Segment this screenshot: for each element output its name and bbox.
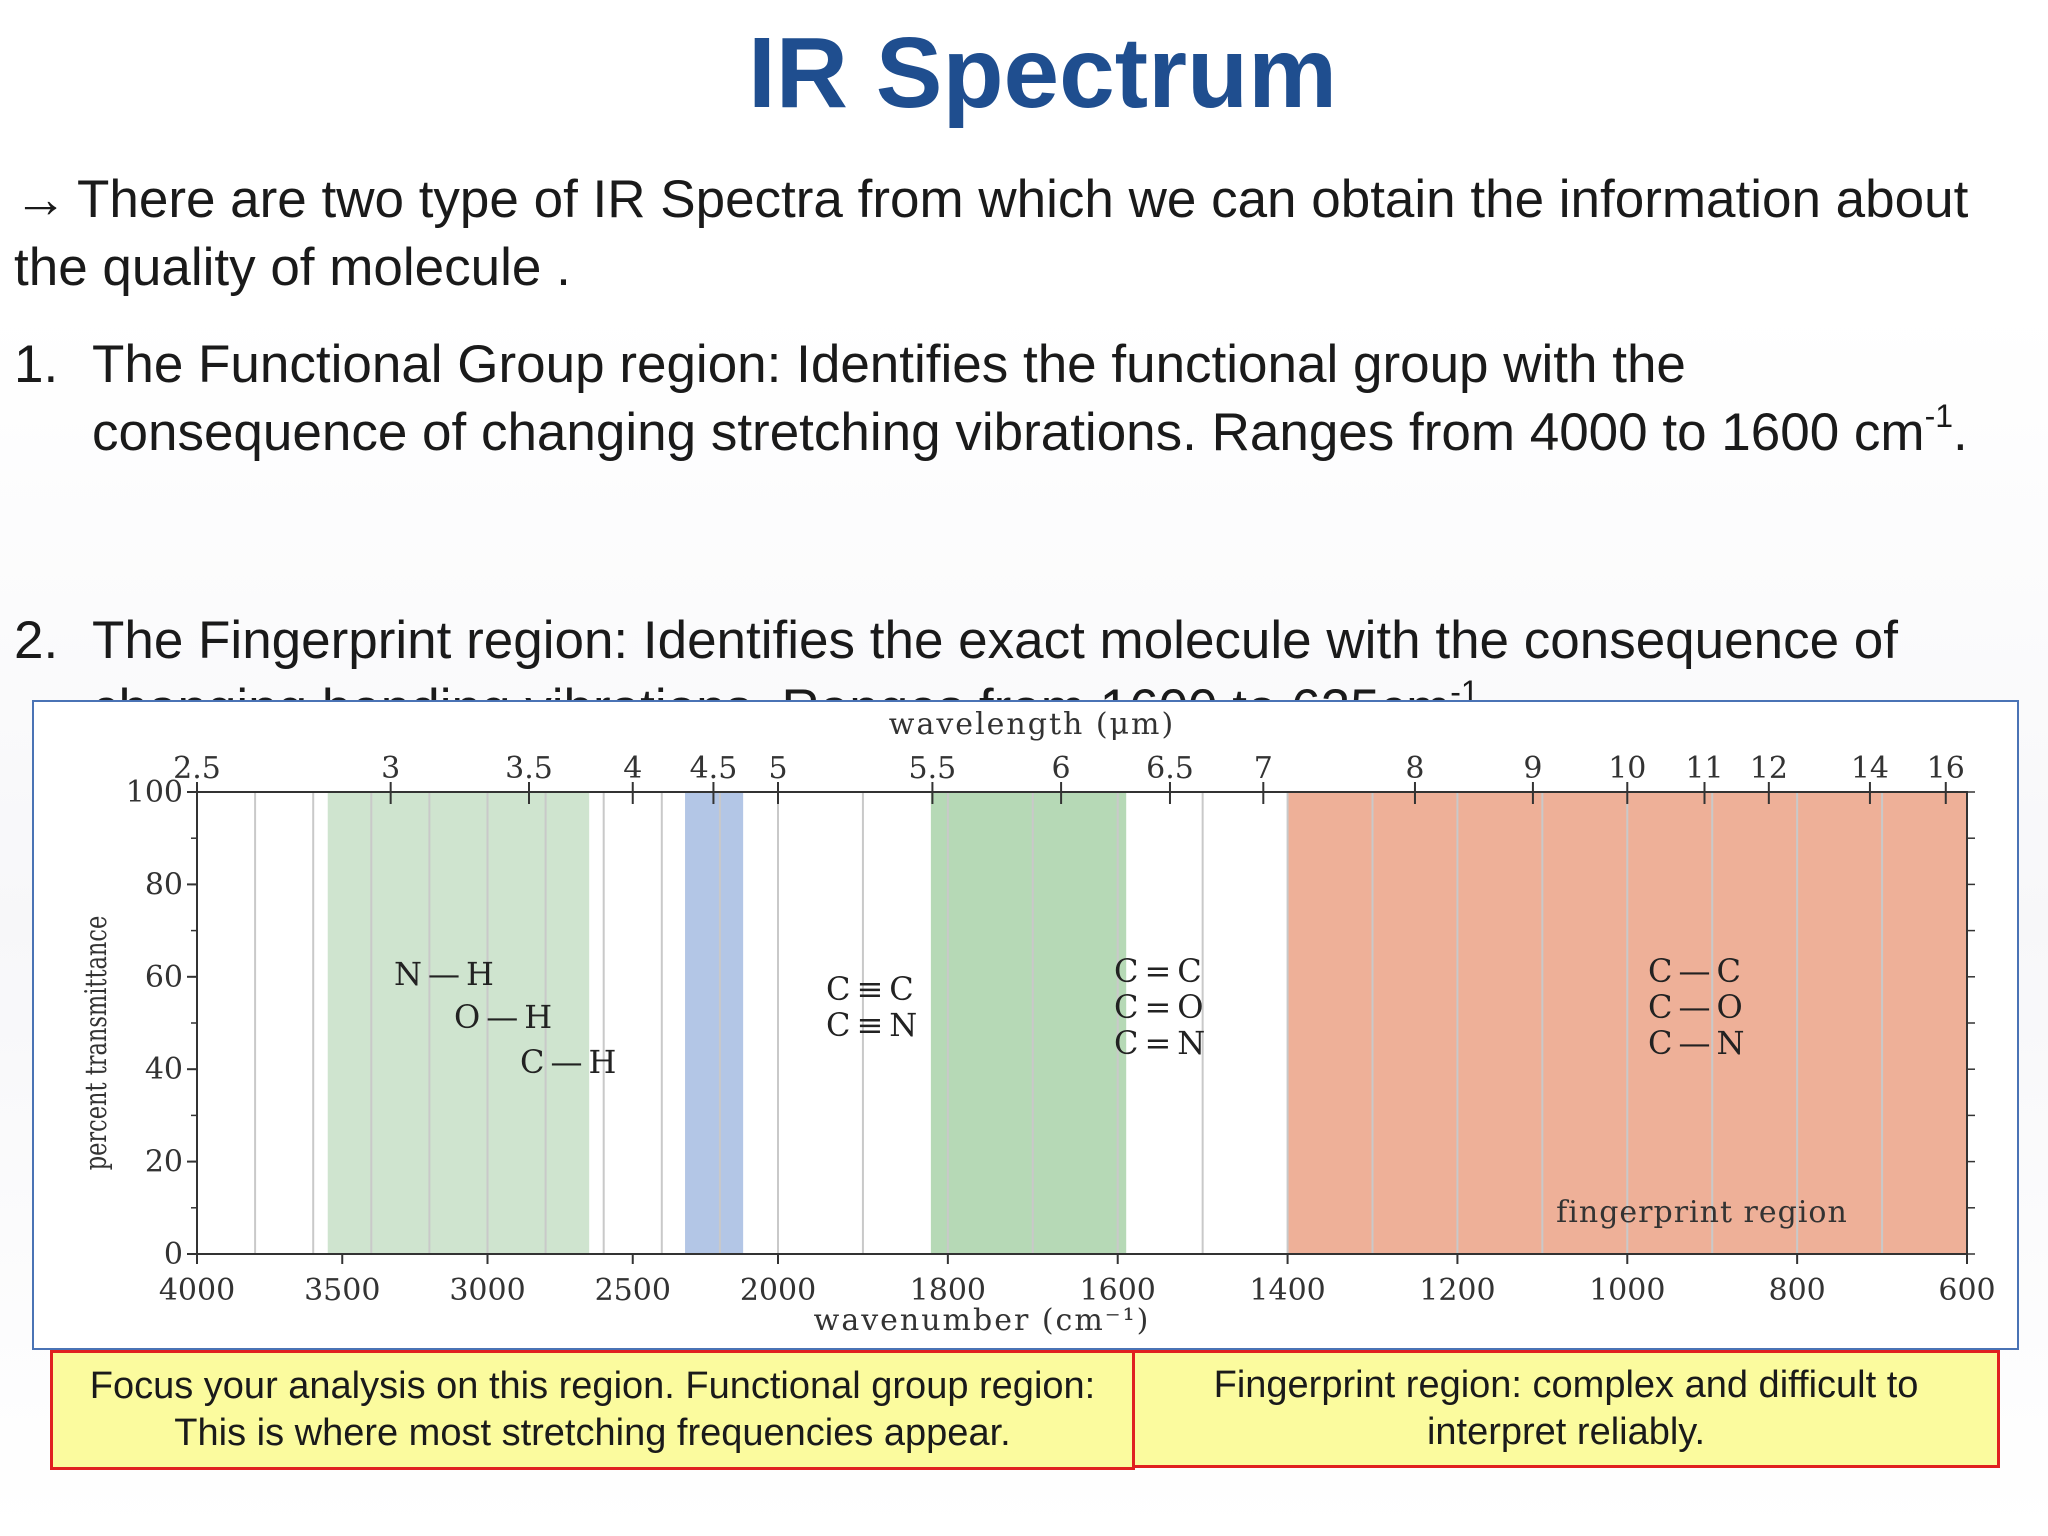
fingerprint-region-caption: fingerprint region	[1556, 1195, 1848, 1230]
top-tick-label: 5	[768, 751, 787, 786]
top-tick-label: 10	[1608, 751, 1646, 786]
region-label-bond: C—N	[1648, 1024, 1750, 1062]
y-tick-label: 20	[145, 1145, 183, 1180]
ir-chart-svg: 0 20 40 60 80 100 4000 3500 3000 2500 2000 1800 1600…	[79, 707, 1996, 1338]
x-tick-label: 1200	[1419, 1273, 1495, 1308]
functional-group-callout: Focus your analysis on this region. Func…	[50, 1350, 1135, 1470]
top-tick-label: 16	[1927, 751, 1965, 786]
top-tick-label: 4	[623, 751, 642, 786]
fingerprint-callout: Fingerprint region: complex and difficul…	[1135, 1350, 2000, 1468]
region-label-bond: O—H	[454, 998, 558, 1036]
top-tick-label: 6.5	[1146, 751, 1194, 786]
top-tick-label: 9	[1523, 751, 1542, 786]
y-axis-title: percent transmittance	[79, 916, 114, 1171]
intro-text: There are two type of IR Spectra from wh…	[14, 170, 1969, 297]
callout-text: Focus your analysis on this region. Func…	[89, 1365, 1096, 1454]
x-axis-title: wavenumber (cm⁻¹)	[814, 1303, 1151, 1338]
region-label-bond: C≡C	[826, 970, 920, 1008]
x-tick-label: 800	[1769, 1273, 1826, 1308]
x-tick-label: 1000	[1589, 1273, 1665, 1308]
y-tick-label: 40	[145, 1052, 183, 1087]
x-tick-label: 1400	[1249, 1273, 1325, 1308]
top-tick-label: 3	[381, 751, 400, 786]
superscript: -1	[1924, 398, 1954, 435]
top-tick-label: 4.5	[690, 751, 738, 786]
region-band-1	[685, 792, 744, 1254]
y-tick-label: 100	[126, 775, 183, 810]
callout-text: Fingerprint region: complex and difficul…	[1213, 1364, 1919, 1453]
top-tick-label: 11	[1685, 751, 1723, 786]
x-tick-label: 1800	[910, 1273, 986, 1308]
x-tick-label: 1600	[1080, 1273, 1156, 1308]
intro-paragraph: → There are two type of IR Spectra from w…	[14, 166, 2014, 302]
top-tick-label: 8	[1405, 751, 1424, 786]
y-tick-label: 0	[164, 1237, 183, 1272]
y-tick-label: 80	[145, 867, 183, 902]
item-tail: .	[1953, 403, 1968, 462]
x-tick-label: 4000	[159, 1273, 235, 1308]
x-tick-label: 2000	[740, 1273, 816, 1308]
slide-title: IR Spectrum	[747, 17, 1337, 129]
region-label-bond: C=O	[1114, 988, 1210, 1026]
top-tick-label: 3.5	[505, 751, 553, 786]
region-label-bond: C—C	[1648, 952, 1747, 990]
y-tick-label: 60	[145, 960, 183, 995]
right-arrow-icon: →	[14, 170, 67, 229]
x-tick-label: 3500	[304, 1273, 380, 1308]
top-axis-title: wavelength (μm)	[889, 707, 1175, 742]
region-label-bond: C=N	[1114, 1024, 1211, 1062]
x-tick-label: 3000	[449, 1273, 525, 1308]
item-text: The Functional Group region: Identifies …	[92, 335, 1925, 462]
region-band-2	[930, 792, 1127, 1254]
x-tick-label: 600	[1938, 1273, 1995, 1308]
region-label-bond: C=C	[1114, 952, 1208, 990]
list-item-text: The Functional Group region: Identifies …	[92, 331, 2012, 467]
x-tick-label: 2500	[595, 1273, 671, 1308]
region-label-bond: N—H	[394, 955, 500, 993]
ir-spectrum-chart: 0 20 40 60 80 100 4000 3500 3000 2500 2000 1800 1600…	[32, 700, 2019, 1350]
list-number: 2.	[14, 611, 59, 670]
list-number: 1.	[14, 335, 59, 394]
top-tick-label: 2.5	[173, 751, 221, 786]
region-label-bond: C—H	[520, 1043, 622, 1081]
top-tick-label: 5.5	[909, 751, 957, 786]
top-tick-label: 14	[1851, 751, 1889, 786]
top-tick-label: 7	[1254, 751, 1273, 786]
top-tick-label: 6	[1052, 751, 1071, 786]
region-label-bond: C≡N	[826, 1006, 923, 1044]
top-tick-label: 12	[1750, 751, 1788, 786]
region-label-bond: C—O	[1648, 988, 1749, 1026]
